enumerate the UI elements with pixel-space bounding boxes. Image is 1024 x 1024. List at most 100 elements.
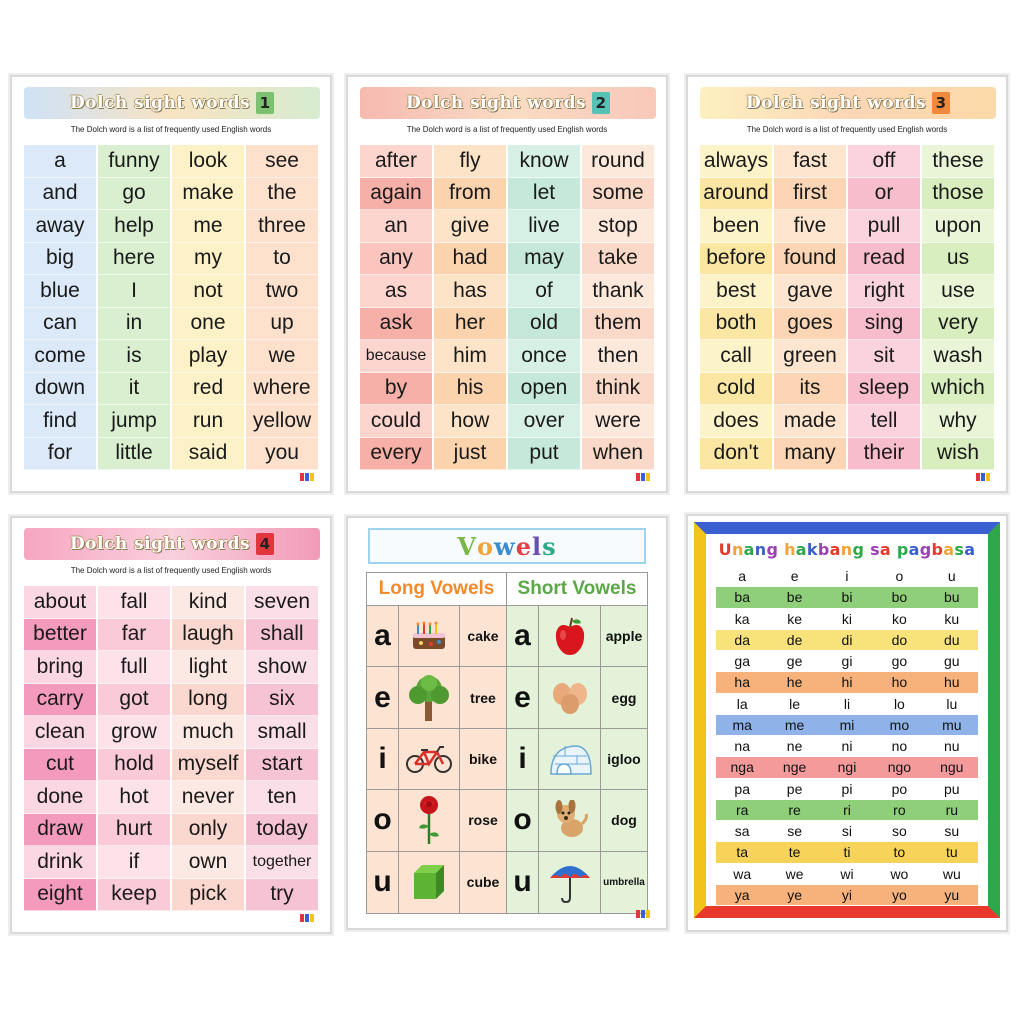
word-cell: every bbox=[360, 437, 434, 470]
syllable-cell: ga bbox=[716, 651, 769, 673]
word-cell: yellow bbox=[246, 405, 320, 438]
word-cell: could bbox=[360, 405, 434, 438]
vowel-row-long: a cake bbox=[367, 606, 507, 668]
igloo-icon bbox=[539, 728, 601, 790]
word-cell: open bbox=[508, 372, 582, 405]
dolch-title-text: Dolch sight words bbox=[745, 93, 927, 113]
syllable-cell: ya bbox=[716, 884, 769, 906]
vowel-word: rose bbox=[468, 812, 498, 829]
word-cell: big bbox=[24, 242, 98, 275]
syllable-cell: o bbox=[873, 566, 926, 588]
syllable-cell: ko bbox=[873, 608, 926, 630]
word-cell: one bbox=[172, 307, 246, 340]
word-cell: cold bbox=[700, 372, 774, 405]
word-cell: cut bbox=[24, 748, 98, 781]
word-cell: long bbox=[172, 683, 246, 716]
syllable-cell: ha bbox=[716, 672, 769, 694]
vowel-word: apple bbox=[605, 628, 643, 645]
tree-icon bbox=[399, 667, 460, 728]
word-cell: shall bbox=[246, 618, 320, 651]
brand-logo-icon bbox=[636, 910, 650, 918]
syllable-cell: ra bbox=[716, 799, 769, 821]
syllable-cell: nga bbox=[716, 757, 769, 779]
syllable-cell: wo bbox=[873, 863, 926, 885]
word-cell: look bbox=[172, 145, 246, 178]
vowel-letter: i bbox=[507, 728, 539, 790]
syllable-cell: ki bbox=[820, 608, 874, 630]
syllable-cell: ngi bbox=[820, 757, 874, 779]
rose-icon bbox=[399, 790, 460, 851]
word-cell: three bbox=[246, 210, 320, 243]
word-cell: up bbox=[246, 307, 320, 340]
syllable-title: Unang hakbang sa pagbasa bbox=[706, 540, 988, 559]
syllable-cell: du bbox=[925, 629, 978, 651]
syllable-cell: gu bbox=[925, 651, 978, 673]
vowel-row-long: u cube bbox=[367, 851, 507, 913]
word-cell: use bbox=[922, 275, 996, 308]
word-cell: if bbox=[98, 846, 172, 879]
syllable-cell: gi bbox=[820, 651, 874, 673]
syllable-cell: do bbox=[873, 629, 926, 651]
word-cell: keep bbox=[98, 878, 172, 911]
syllable-cell: ge bbox=[768, 651, 821, 673]
word-cell: down bbox=[24, 372, 98, 405]
syllable-cell: i bbox=[820, 566, 874, 588]
word-cell: his bbox=[434, 372, 508, 405]
word-cell: a bbox=[24, 145, 98, 178]
word-cell: off bbox=[848, 145, 922, 178]
word-cell: only bbox=[172, 813, 246, 846]
word-cell: ask bbox=[360, 307, 434, 340]
vowel-letter: u bbox=[507, 851, 539, 913]
word-cell: thank bbox=[582, 275, 656, 308]
word-cell: start bbox=[246, 748, 320, 781]
word-cell: fall bbox=[98, 586, 172, 619]
syllable-cell: ni bbox=[820, 736, 874, 758]
word-cell: you bbox=[246, 437, 320, 470]
number-badge: 4 bbox=[256, 533, 275, 555]
syllable-cell: we bbox=[768, 863, 821, 885]
word-cell: its bbox=[774, 372, 848, 405]
word-cell: pull bbox=[848, 210, 922, 243]
number-badge: 1 bbox=[256, 92, 275, 114]
syllable-cell: ru bbox=[925, 799, 978, 821]
syllable-cell: de bbox=[768, 629, 821, 651]
word-cell: ten bbox=[246, 781, 320, 814]
word-cell: read bbox=[848, 242, 922, 275]
syllable-cell: sa bbox=[716, 821, 769, 843]
word-cell: don't bbox=[700, 437, 774, 470]
syllable-cell: nu bbox=[925, 736, 978, 758]
word-cell: were bbox=[582, 405, 656, 438]
number-badge: 3 bbox=[932, 92, 951, 114]
syllable-cell: pu bbox=[925, 778, 978, 800]
word-cell: hurt bbox=[98, 813, 172, 846]
vowel-letter: o bbox=[507, 790, 539, 851]
dolch-subtitle: The Dolch word is a list of frequently u… bbox=[746, 125, 948, 134]
word-cell: wish bbox=[922, 437, 996, 470]
apple-icon bbox=[539, 606, 601, 667]
word-grid: a funny look see and go make the away help me three… bbox=[24, 145, 320, 470]
word-cell: tell bbox=[848, 405, 922, 438]
syllable-cell: mi bbox=[820, 714, 874, 736]
word-grid: after fly know round again from let some an give l… bbox=[360, 145, 656, 470]
word-cell: know bbox=[508, 145, 582, 178]
word-cell: today bbox=[246, 813, 320, 846]
word-cell: run bbox=[172, 405, 246, 438]
syllable-cell: da bbox=[716, 629, 769, 651]
word-cell: made bbox=[774, 405, 848, 438]
word-cell: own bbox=[172, 846, 246, 879]
cake-icon bbox=[399, 606, 460, 667]
word-cell: upon bbox=[922, 210, 996, 243]
word-cell: over bbox=[508, 405, 582, 438]
word-cell: little bbox=[98, 437, 172, 470]
syllable-cell: yo bbox=[873, 884, 926, 906]
syllable-cell: ho bbox=[873, 672, 926, 694]
syllable-cell: wi bbox=[820, 863, 874, 885]
word-cell: many bbox=[774, 437, 848, 470]
word-cell: my bbox=[172, 242, 246, 275]
syllable-cell: ti bbox=[820, 842, 874, 864]
word-cell: fly bbox=[434, 145, 508, 178]
word-cell: light bbox=[172, 651, 246, 684]
bike-icon bbox=[399, 728, 460, 790]
word-cell: think bbox=[582, 372, 656, 405]
syllable-cell: bu bbox=[925, 587, 978, 609]
